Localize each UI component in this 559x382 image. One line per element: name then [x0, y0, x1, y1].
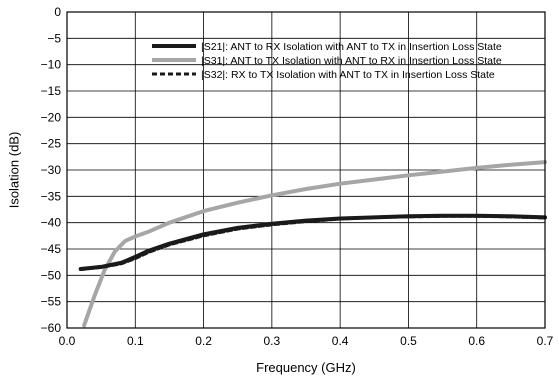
x-tick-label: 0.3	[264, 334, 281, 348]
series-line-2	[82, 160, 547, 328]
x-tick-label: 0.1	[127, 334, 144, 348]
y-tick-label: −55	[41, 295, 62, 309]
x-tick-label: 0.4	[332, 334, 349, 348]
x-tick-label: 0.0	[59, 334, 76, 348]
y-axis-title: Isolation (dB)	[7, 132, 22, 209]
legend-label-1: |S21|: ANT to RX Isolation with ANT to T…	[201, 41, 502, 53]
y-tick-label: −30	[41, 163, 62, 177]
legend-label-2: |S31|: ANT to TX Isolation with ANT to R…	[201, 55, 502, 67]
y-tick-label: −60	[41, 321, 62, 335]
y-tick-label: −10	[41, 58, 62, 72]
series-line-1	[78, 213, 547, 271]
axes: 0.0 0.1 0.2 0.3 0.4 0.5 0.6 0.7 0 −5 −10 −15 −20 −25 −…	[41, 5, 554, 348]
legend-label-3: |S32|: RX to TX Isolation with ANT to TX…	[201, 69, 495, 81]
series-line-3	[79, 214, 547, 271]
x-tick-label: 0.2	[195, 334, 212, 348]
x-tick-label: 0.7	[537, 334, 554, 348]
y-tick-label: −35	[41, 189, 62, 203]
plot-frame	[66, 11, 546, 329]
y-tick-label: −50	[41, 268, 62, 282]
x-tick-label: 0.5	[400, 334, 417, 348]
y-tick-label: −15	[41, 84, 62, 98]
y-tick-label: −40	[41, 216, 62, 230]
y-tick-label: −25	[41, 137, 62, 151]
legend: |S21|: ANT to RX Isolation with ANT to T…	[152, 41, 502, 81]
x-tick-label: 0.6	[468, 334, 485, 348]
y-tick-label: −45	[41, 242, 62, 256]
y-tick-label: −5	[47, 31, 61, 45]
y-tick-label: −20	[41, 110, 62, 124]
series-layer	[78, 160, 547, 328]
y-tick-label: 0	[54, 5, 61, 19]
x-axis-title: Frequency (GHz)	[256, 360, 356, 375]
